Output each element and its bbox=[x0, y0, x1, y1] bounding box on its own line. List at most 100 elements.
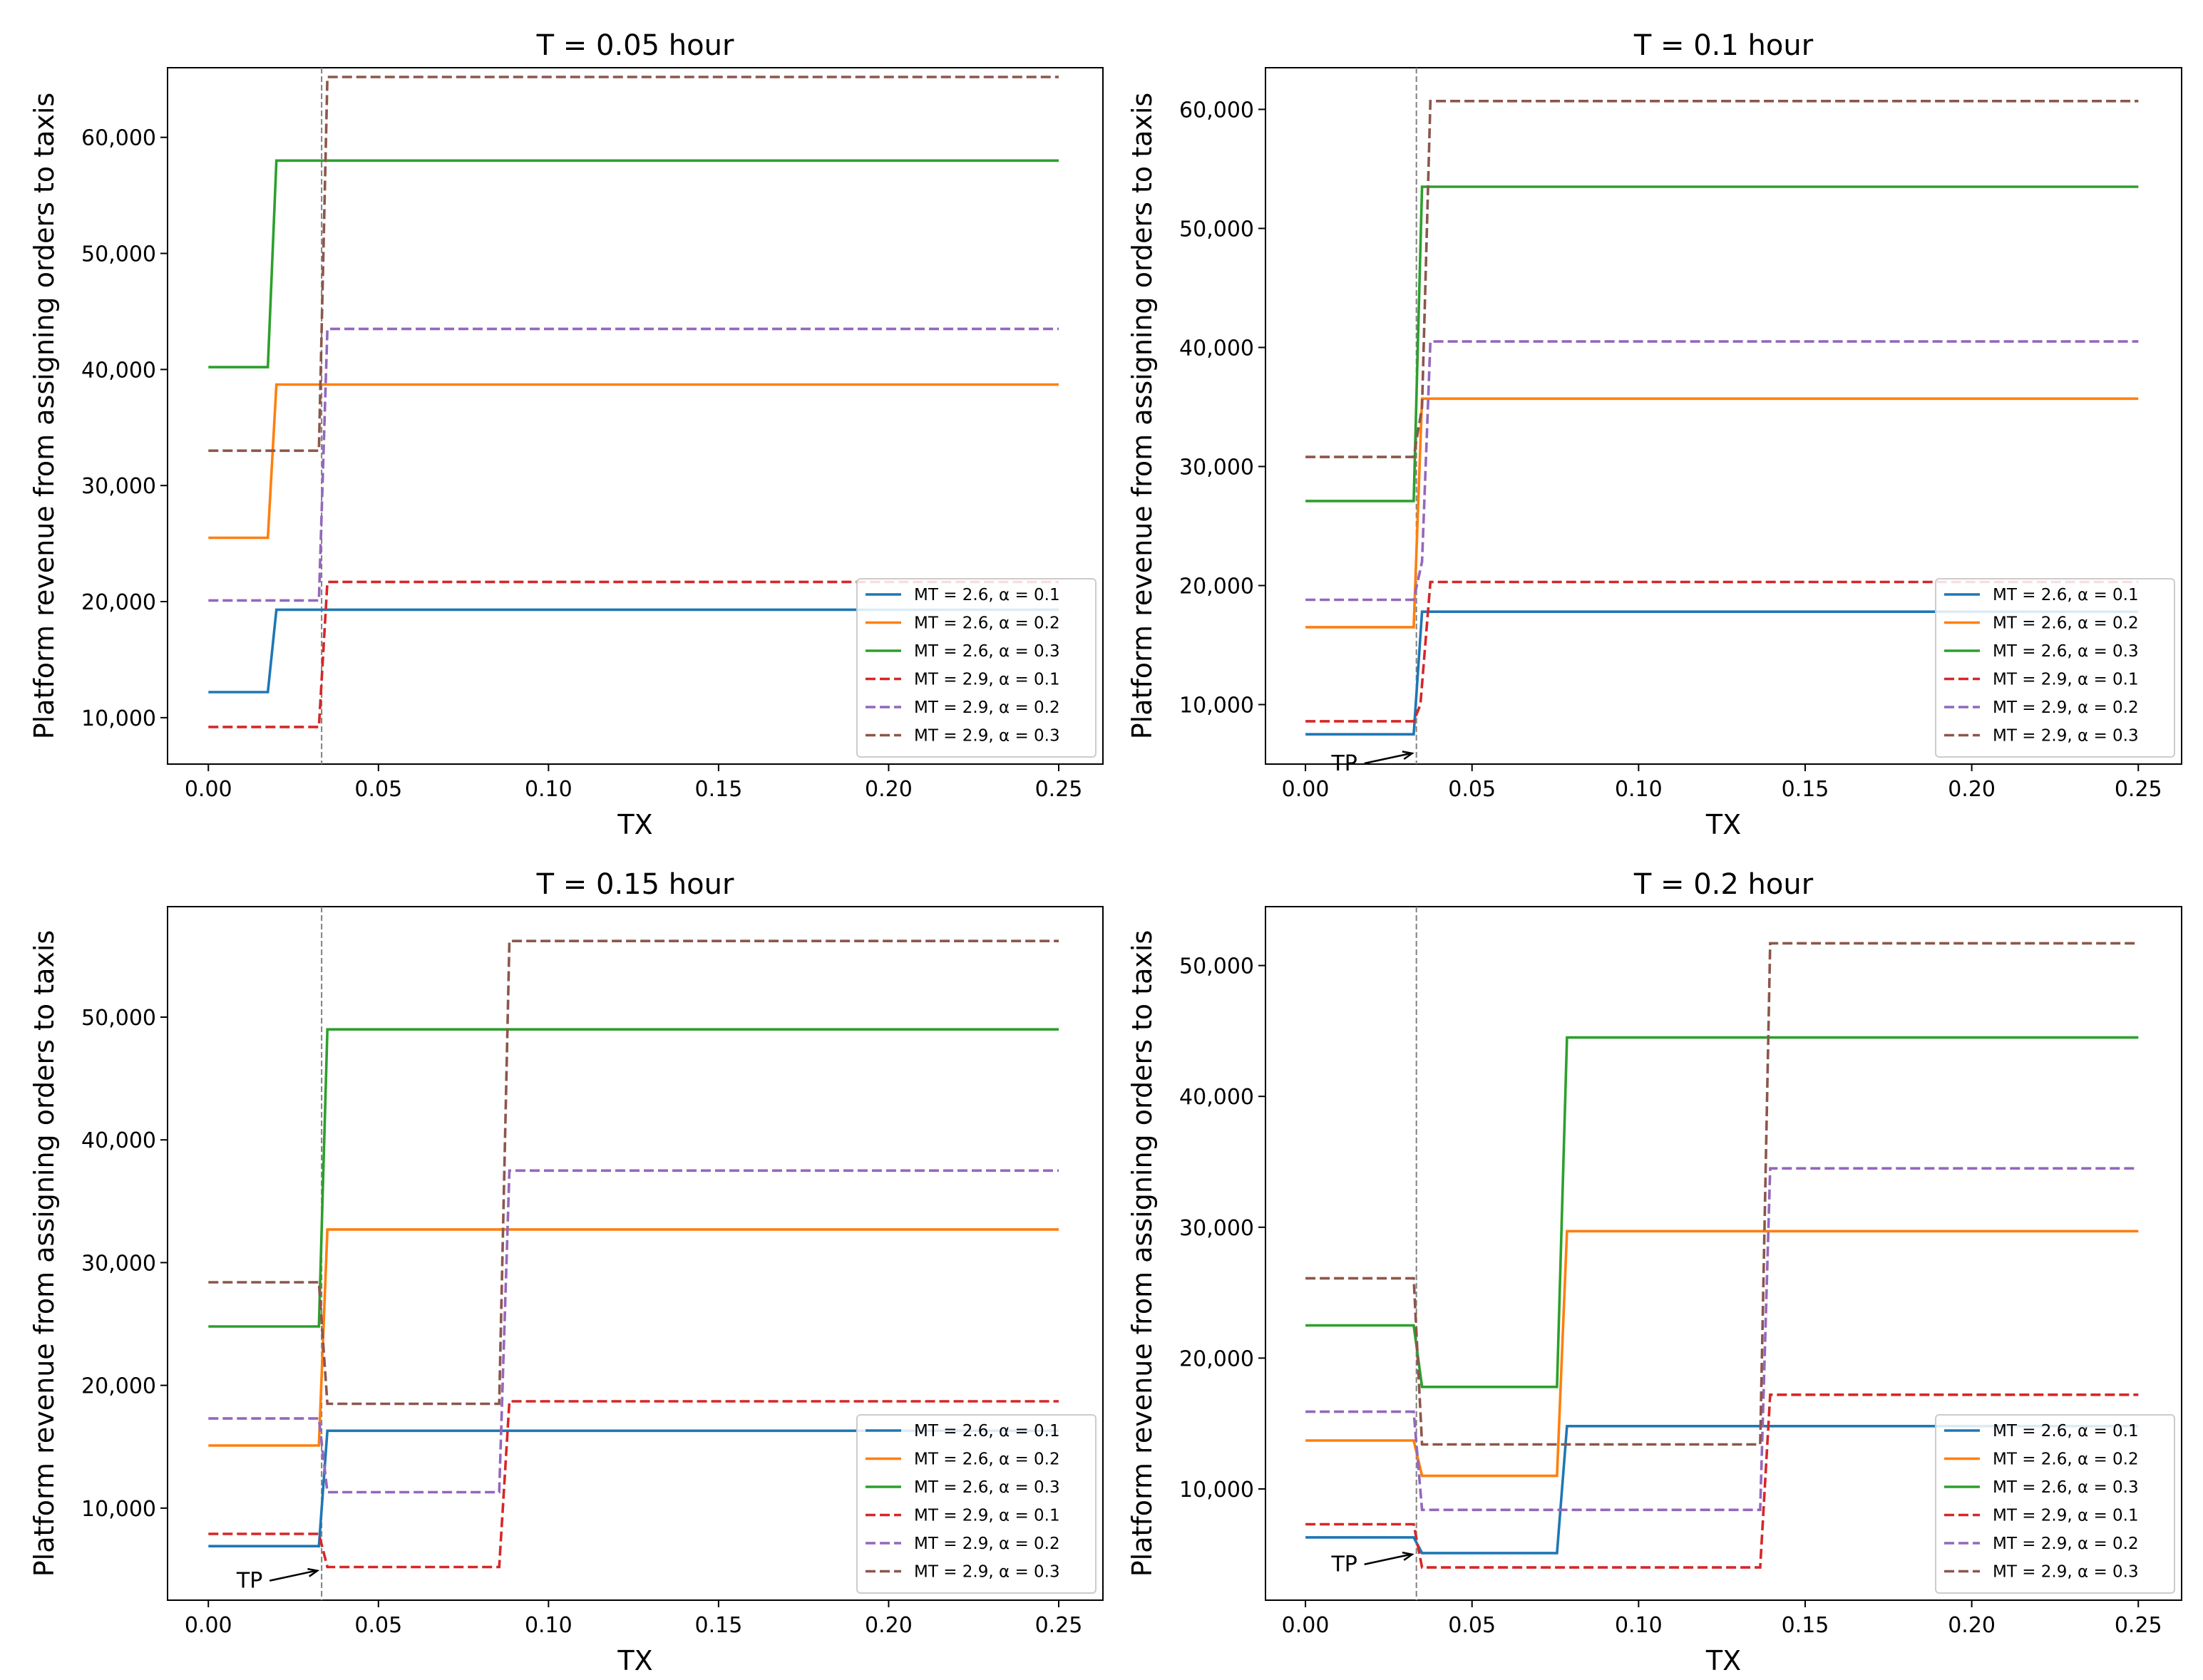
y-tick-label: 40,000 bbox=[1179, 1085, 1254, 1110]
legend-entry: MT = 2.6, α = 0.2 bbox=[914, 1450, 1060, 1469]
y-tick-label: 40,000 bbox=[81, 1128, 156, 1153]
series-line bbox=[208, 159, 1059, 369]
chart-panel: T = 0.05 hour 0.00 0.05 0.10 0.15 0.20 0.25 10,… bbox=[29, 29, 1104, 840]
chart-panel: T = 0.15 hour 0.00 0.05 0.10 0.15 0.20 0.25 10,… bbox=[29, 868, 1104, 1676]
series-line bbox=[1305, 1230, 2139, 1478]
y-tick-label: 20,000 bbox=[1179, 1346, 1254, 1371]
x-axis-label: TX bbox=[1705, 1645, 1741, 1676]
x-tick-label: 0.20 bbox=[1948, 1613, 1996, 1638]
series-line bbox=[1305, 1167, 2139, 1512]
tp-annotation-arrow bbox=[1364, 1553, 1411, 1565]
x-tick-label: 0.25 bbox=[1035, 777, 1083, 802]
series-line bbox=[208, 1028, 1059, 1328]
series-line bbox=[208, 383, 1059, 540]
plot-frame bbox=[1265, 906, 2182, 1601]
legend-entry: MT = 2.6, α = 0.1 bbox=[914, 1422, 1060, 1441]
x-tick-label: 0.10 bbox=[525, 1613, 572, 1638]
legend-entry: MT = 2.9, α = 0.1 bbox=[1993, 671, 2139, 689]
legend-entry: MT = 2.6, α = 0.2 bbox=[914, 614, 1060, 633]
series-line bbox=[1305, 942, 2139, 1446]
x-tick-label: 0.20 bbox=[865, 777, 913, 802]
legend-entry: MT = 2.6, α = 0.1 bbox=[1993, 1422, 2139, 1441]
y-tick-label: 20,000 bbox=[81, 1374, 156, 1399]
legend-entry: MT = 2.9, α = 0.2 bbox=[914, 699, 1060, 717]
y-tick-label: 40,000 bbox=[81, 358, 156, 383]
x-tick-label: 0.00 bbox=[185, 777, 232, 802]
legend-entry: MT = 2.9, α = 0.2 bbox=[1993, 699, 2139, 717]
series-line bbox=[208, 327, 1059, 602]
chart-title: T = 0.1 hour bbox=[1633, 29, 1814, 62]
x-tick-label: 0.15 bbox=[694, 1613, 742, 1638]
y-tick-label: 30,000 bbox=[81, 474, 156, 499]
legend-entry: MT = 2.9, α = 0.2 bbox=[1993, 1535, 2139, 1553]
legend: MT = 2.6, α = 0.1 MT = 2.6, α = 0.2 MT = 2… bbox=[856, 578, 1097, 758]
y-tick-label: 50,000 bbox=[1179, 954, 1254, 979]
y-tick-label: 40,000 bbox=[1179, 336, 1254, 361]
y-tick-label: 10,000 bbox=[81, 706, 156, 731]
legend: MT = 2.6, α = 0.1 MT = 2.6, α = 0.2 MT = 2… bbox=[1935, 1414, 2175, 1594]
series-line bbox=[1305, 100, 2139, 458]
plot-frame bbox=[1265, 67, 2182, 765]
tp-annotation-label: TP bbox=[1330, 1552, 1357, 1577]
x-tick-label: 0.25 bbox=[2115, 1613, 2162, 1638]
legend-box bbox=[1935, 578, 2175, 758]
legend: MT = 2.6, α = 0.1 MT = 2.6, α = 0.2 MT = 2… bbox=[1935, 578, 2175, 758]
x-tick-label: 0.05 bbox=[354, 1613, 402, 1638]
y-axis-label: Platform revenue from assigning orders t… bbox=[29, 930, 60, 1577]
legend-entry: MT = 2.9, α = 0.3 bbox=[914, 1563, 1060, 1582]
series-line bbox=[1305, 1425, 2139, 1555]
chart-title: T = 0.05 hour bbox=[536, 29, 734, 62]
tp-annotation-arrowhead bbox=[1402, 751, 1414, 761]
y-tick-label: 20,000 bbox=[81, 590, 156, 615]
chart-panel: T = 0.2 hour 0.00 0.05 0.10 0.15 0.20 0.25 10,0… bbox=[1126, 868, 2182, 1676]
series-line bbox=[1305, 340, 2139, 602]
series-line bbox=[1305, 185, 2139, 503]
legend-entry: MT = 2.9, α = 0.3 bbox=[1993, 727, 2139, 746]
legend: MT = 2.6, α = 0.1 MT = 2.6, α = 0.2 MT = 2… bbox=[856, 1414, 1097, 1594]
legend-entry: MT = 2.9, α = 0.1 bbox=[914, 1507, 1060, 1525]
legend-box bbox=[1935, 1414, 2175, 1594]
x-tick-label: 0.15 bbox=[1782, 1613, 1829, 1638]
series-line bbox=[208, 1228, 1059, 1447]
x-tick-label: 0.05 bbox=[354, 777, 402, 802]
y-tick-label: 20,000 bbox=[1179, 574, 1254, 599]
x-tick-label: 0.20 bbox=[1948, 777, 1996, 802]
x-axis-label: TX bbox=[1705, 809, 1741, 840]
legend-entry: MT = 2.9, α = 0.1 bbox=[914, 671, 1060, 689]
plot-frame bbox=[167, 906, 1104, 1601]
series-line bbox=[208, 939, 1059, 1406]
chart-title: T = 0.2 hour bbox=[1633, 868, 1814, 901]
legend-entry: MT = 2.6, α = 0.3 bbox=[1993, 642, 2139, 661]
x-tick-label: 0.25 bbox=[1035, 1613, 1083, 1638]
x-tick-label: 0.00 bbox=[1282, 1613, 1330, 1638]
series-line bbox=[1305, 397, 2139, 629]
y-tick-label: 10,000 bbox=[1179, 1478, 1254, 1503]
y-axis-label: Platform revenue from assigning orders t… bbox=[1126, 930, 1158, 1577]
x-tick-label: 0.05 bbox=[1448, 777, 1496, 802]
series-line bbox=[208, 1400, 1059, 1569]
tp-annotation-arrowhead bbox=[1402, 1551, 1414, 1561]
x-tick-label: 0.00 bbox=[1282, 777, 1330, 802]
chart-panel: T = 0.1 hour 0.00 0.05 0.10 0.15 0.20 0.25 10,0… bbox=[1126, 29, 2182, 840]
x-tick-label: 0.20 bbox=[865, 1613, 913, 1638]
tp-annotation-arrow bbox=[269, 1570, 317, 1582]
x-tick-label: 0.25 bbox=[2115, 777, 2162, 802]
y-tick-label: 10,000 bbox=[81, 1497, 156, 1522]
x-tick-label: 0.10 bbox=[1615, 1613, 1663, 1638]
x-tick-label: 0.05 bbox=[1448, 1613, 1496, 1638]
legend-entry: MT = 2.9, α = 0.3 bbox=[914, 727, 1060, 746]
tp-annotation-label: TP bbox=[1330, 751, 1357, 776]
tp-annotation-arrow bbox=[1364, 752, 1411, 765]
legend-entry: MT = 2.9, α = 0.3 bbox=[1993, 1563, 2139, 1582]
series-line bbox=[1305, 580, 2139, 723]
legend-entry: MT = 2.6, α = 0.3 bbox=[914, 1478, 1060, 1497]
x-tick-label: 0.15 bbox=[694, 777, 742, 802]
x-tick-label: 0.10 bbox=[525, 777, 572, 802]
series-line bbox=[208, 608, 1059, 694]
legend-box bbox=[856, 578, 1097, 758]
tp-annotation-arrowhead bbox=[307, 1567, 320, 1577]
y-axis-label: Platform revenue from assigning orders t… bbox=[1126, 93, 1158, 739]
legend-entry: MT = 2.6, α = 0.3 bbox=[1993, 1478, 2139, 1497]
series-line bbox=[208, 1169, 1059, 1494]
